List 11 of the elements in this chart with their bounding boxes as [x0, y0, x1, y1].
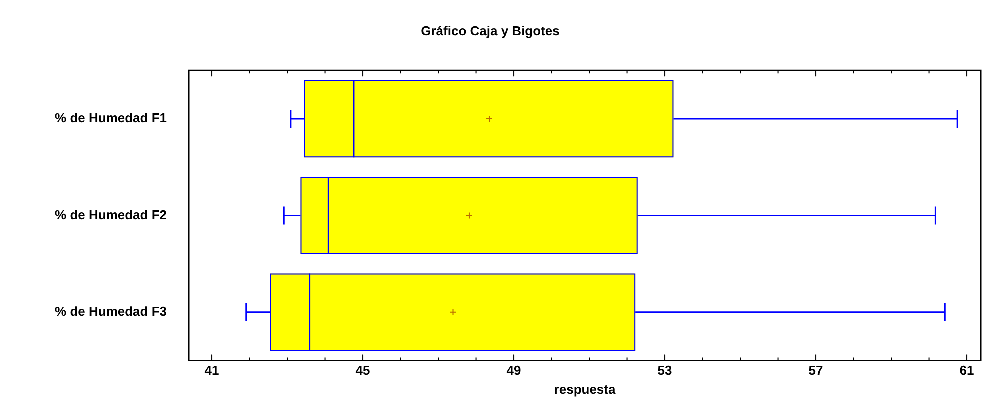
x-tick-label: 57 — [808, 363, 824, 378]
chart-title: Gráfico Caja y Bigotes — [421, 23, 560, 38]
x-axis-title: respuesta — [554, 382, 616, 397]
y-tick-label: % de Humedad F2 — [55, 207, 167, 222]
x-tick-label: 45 — [356, 363, 370, 378]
x-tick-label: 61 — [960, 363, 974, 378]
y-tick-label: % de Humedad F3 — [55, 304, 167, 320]
x-tick-label: 49 — [506, 363, 522, 378]
x-tick-label: 41 — [204, 363, 220, 378]
x-tick-label: 53 — [658, 363, 672, 378]
y-tick-label: % de Humedad F1 — [55, 110, 167, 126]
